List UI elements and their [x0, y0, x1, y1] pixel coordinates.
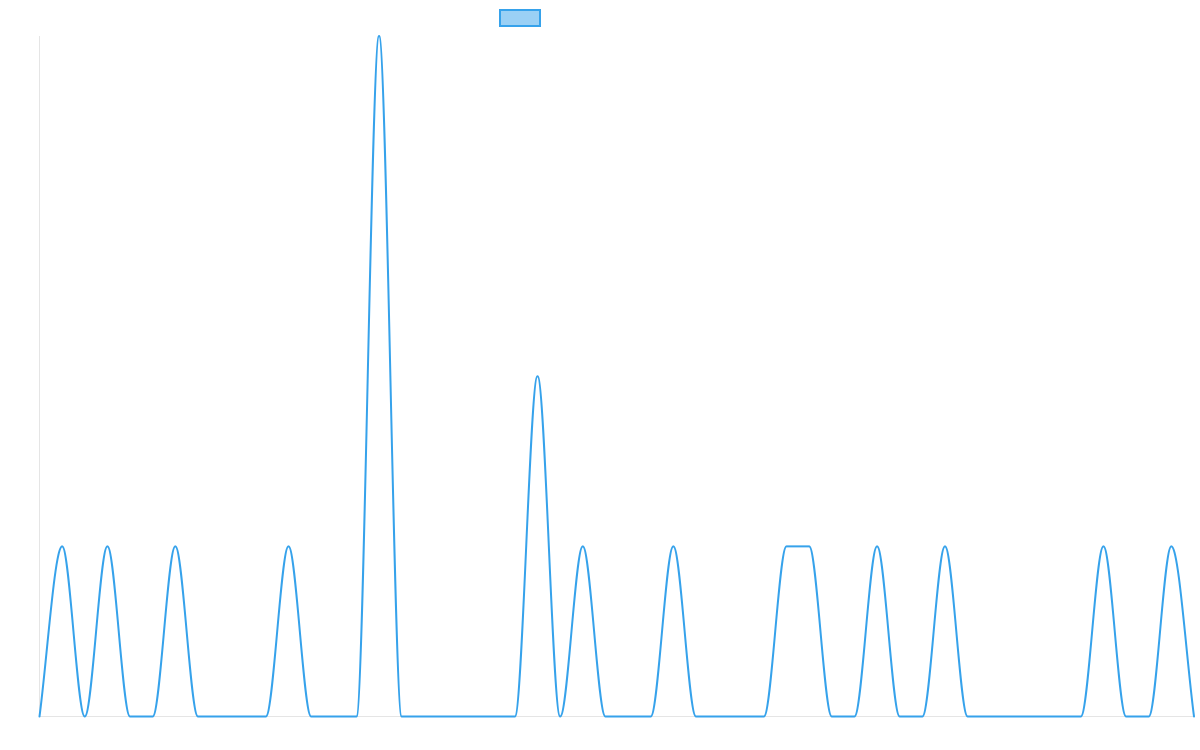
data-point-30[interactable] — [716, 714, 722, 720]
data-point-29[interactable] — [693, 714, 699, 720]
data-point-47[interactable] — [1100, 543, 1106, 549]
data-point-41[interactable] — [965, 714, 971, 720]
data-point-44[interactable] — [1033, 714, 1039, 720]
data-point-31[interactable] — [738, 714, 744, 720]
data-point-39[interactable] — [919, 714, 925, 720]
data-point-35[interactable] — [829, 714, 835, 720]
data-point-23[interactable] — [557, 714, 563, 720]
data-point-28[interactable] — [670, 543, 676, 549]
data-point-14[interactable] — [353, 714, 359, 720]
data-point-5[interactable] — [150, 714, 156, 720]
legend-swatch[interactable] — [499, 9, 541, 27]
data-point-45[interactable] — [1055, 714, 1061, 720]
data-point-37[interactable] — [874, 543, 880, 549]
data-point-42[interactable] — [987, 714, 993, 720]
data-point-26[interactable] — [625, 714, 631, 720]
series-line-0 — [38, 35, 1195, 718]
data-point-49[interactable] — [1146, 714, 1152, 720]
legend — [499, 9, 541, 27]
data-point-3[interactable] — [104, 543, 110, 549]
data-point-50[interactable] — [1168, 543, 1174, 549]
data-point-20[interactable] — [489, 714, 495, 720]
data-point-32[interactable] — [761, 714, 767, 720]
data-point-4[interactable] — [127, 714, 133, 720]
series-layer — [37, 33, 1198, 720]
data-point-1[interactable] — [59, 543, 65, 549]
data-point-38[interactable] — [897, 714, 903, 720]
data-point-21[interactable] — [512, 714, 518, 720]
data-point-9[interactable] — [240, 714, 246, 720]
data-point-33[interactable] — [784, 543, 790, 549]
data-point-19[interactable] — [467, 714, 473, 720]
data-point-34[interactable] — [806, 543, 812, 549]
data-point-27[interactable] — [648, 714, 654, 720]
data-point-17[interactable] — [421, 714, 427, 720]
data-point-16[interactable] — [399, 714, 405, 720]
data-point-15[interactable] — [376, 33, 382, 39]
data-point-7[interactable] — [195, 714, 201, 720]
data-point-18[interactable] — [444, 714, 450, 720]
data-point-11[interactable] — [286, 543, 292, 549]
data-point-12[interactable] — [308, 714, 314, 720]
data-point-10[interactable] — [263, 714, 269, 720]
data-point-46[interactable] — [1078, 714, 1084, 720]
data-point-8[interactable] — [218, 714, 224, 720]
data-point-2[interactable] — [82, 714, 88, 720]
data-point-22[interactable] — [535, 373, 541, 379]
data-point-43[interactable] — [1010, 714, 1016, 720]
data-point-25[interactable] — [602, 714, 608, 720]
axes — [39, 36, 1194, 717]
data-point-13[interactable] — [331, 714, 337, 720]
data-point-36[interactable] — [851, 714, 857, 720]
series-points-0 — [37, 33, 1198, 720]
data-point-0[interactable] — [37, 714, 43, 720]
data-point-6[interactable] — [172, 543, 178, 549]
data-point-51[interactable] — [1191, 714, 1197, 720]
data-point-24[interactable] — [580, 543, 586, 549]
data-point-48[interactable] — [1123, 714, 1129, 720]
data-point-40[interactable] — [942, 543, 948, 549]
